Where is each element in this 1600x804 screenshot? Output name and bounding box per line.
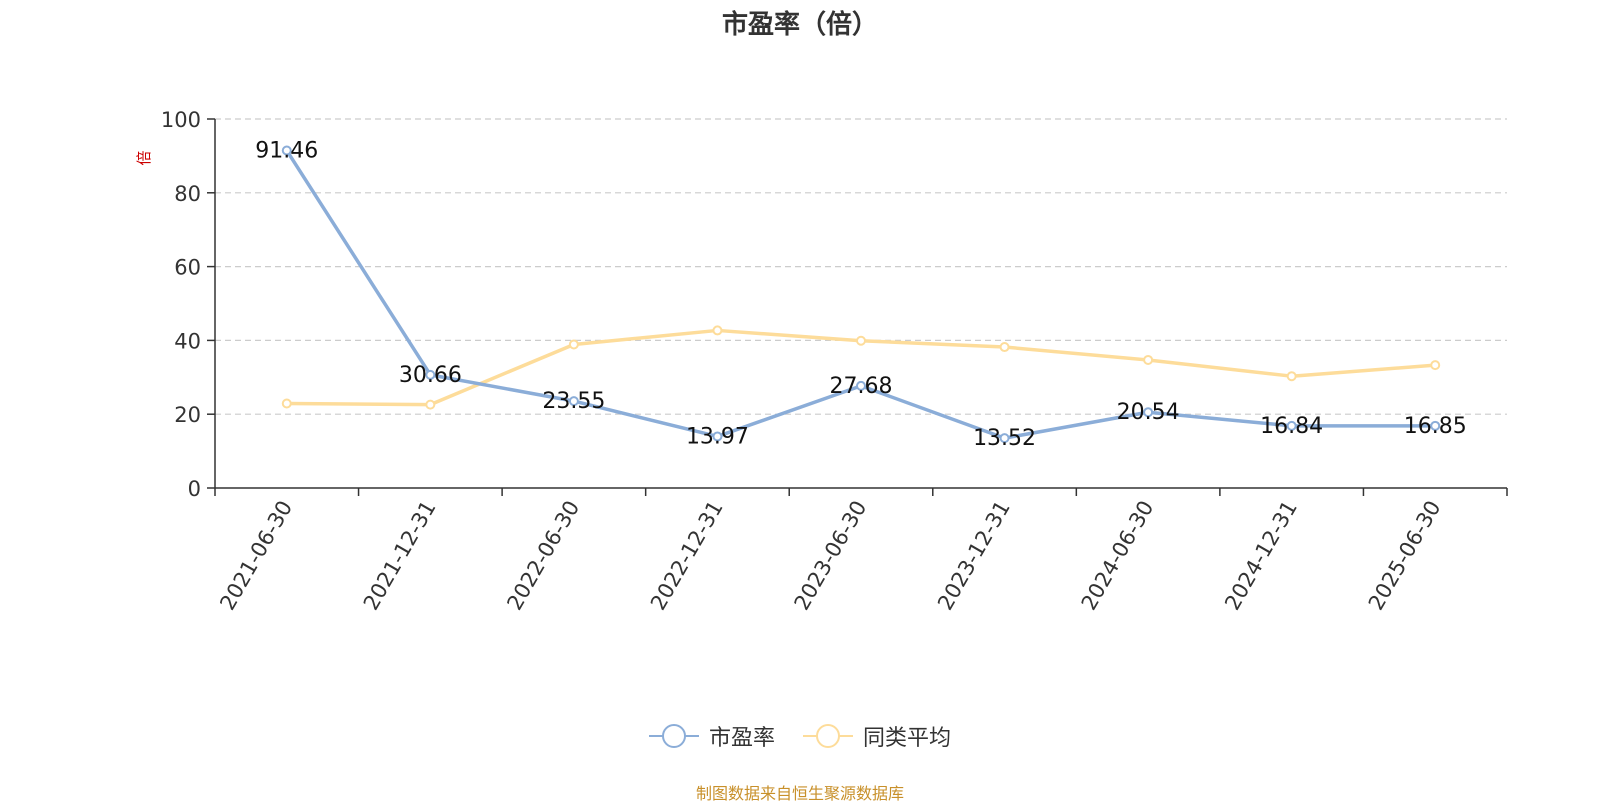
x-tick-label: 2021-12-31 xyxy=(359,497,441,615)
data-point xyxy=(1143,407,1154,418)
y-tick-label: 40 xyxy=(174,329,201,353)
x-tick-label: 2022-06-30 xyxy=(502,497,584,615)
data-label: 27.68 xyxy=(830,374,893,399)
data-label: 20.54 xyxy=(1117,400,1180,425)
y-tick-label: 20 xyxy=(174,403,201,427)
y-tick-label: 60 xyxy=(174,256,201,280)
x-tick-label: 2022-12-31 xyxy=(646,497,728,615)
data-point xyxy=(712,431,723,442)
data-point xyxy=(712,325,723,336)
data-point xyxy=(1430,360,1441,371)
data-point xyxy=(999,342,1010,353)
data-point xyxy=(856,335,866,346)
y-tick-label: 80 xyxy=(174,182,201,206)
data-label: 16.85 xyxy=(1404,414,1467,439)
series-0 xyxy=(281,145,1441,444)
x-tick-label: 2024-12-31 xyxy=(1220,497,1302,615)
data-label: 91.46 xyxy=(255,139,318,164)
legend-marker-icon xyxy=(803,723,853,749)
data-label: 16.84 xyxy=(1260,414,1323,439)
data-label: 13.52 xyxy=(973,426,1036,451)
x-tick-label: 2021-06-30 xyxy=(215,497,297,615)
x-tick-label: 2025-06-30 xyxy=(1364,497,1446,615)
legend: 市盈率 同类平均 xyxy=(0,720,1600,752)
data-point xyxy=(1286,371,1297,382)
data-point xyxy=(1143,354,1154,365)
legend-marker-icon xyxy=(648,723,699,749)
chart-title: 市盈率（倍） xyxy=(721,10,878,40)
legend-item-pe[interactable]: 市盈率 xyxy=(648,720,775,752)
data-point xyxy=(1286,420,1297,431)
data-point xyxy=(281,145,292,156)
y-tick-label: 100 xyxy=(161,108,201,132)
source-note: 制图数据来自恒生聚源数据库 xyxy=(695,784,904,803)
legend-item-peer-average[interactable]: 同类平均 xyxy=(803,720,951,752)
data-point xyxy=(281,398,292,409)
data-point xyxy=(856,380,866,391)
data-point xyxy=(1430,420,1441,431)
data-point xyxy=(425,399,436,410)
data-point xyxy=(999,433,1010,444)
data-point xyxy=(568,396,579,407)
data-label: 23.55 xyxy=(542,389,605,414)
data-point xyxy=(425,369,436,380)
data-label: 30.66 xyxy=(399,363,462,388)
legend-label-peer-average: 同类平均 xyxy=(863,726,952,751)
data-label: 13.97 xyxy=(686,424,749,449)
x-tick-label: 2023-06-30 xyxy=(790,497,872,615)
data-point xyxy=(568,339,579,350)
x-tick-label: 2023-12-31 xyxy=(933,497,1015,615)
legend-label-pe: 市盈率 xyxy=(708,726,775,751)
x-tick-label: 2024-06-30 xyxy=(1077,497,1159,615)
y-axis-label: 倍 xyxy=(135,150,153,165)
y-tick-label: 0 xyxy=(188,477,201,501)
